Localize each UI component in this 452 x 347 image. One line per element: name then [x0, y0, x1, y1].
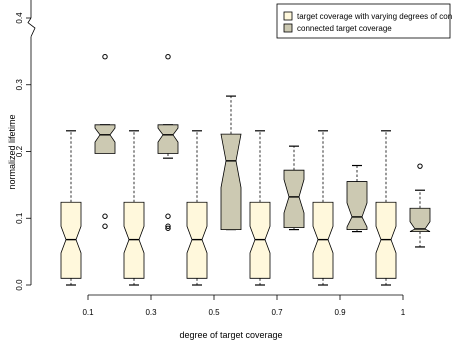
box-body [346, 181, 368, 230]
box-group [123, 130, 145, 286]
x-tick-label: 0.1 [82, 308, 94, 317]
box-group [346, 164, 368, 233]
y-tick-label: 0.4 [15, 12, 24, 24]
box-group [312, 130, 334, 286]
legend-swatch-varying [283, 11, 293, 21]
outlier-point [102, 213, 108, 219]
x-tick-label: 0.7 [271, 308, 283, 317]
x-axis: 0.1 0.3 0.5 0.7 0.9 1 [82, 294, 406, 317]
box-group [249, 130, 271, 286]
box-group [186, 130, 208, 286]
box-group [220, 95, 242, 231]
y-axis-label: normalized lifetime [7, 114, 17, 189]
outlier-point [165, 225, 171, 231]
outlier-point [102, 54, 108, 60]
legend-swatch-connected [283, 23, 293, 33]
plot-area [60, 54, 431, 286]
y-axis: 0.0 0.1 0.2 0.3 0.4 [15, 0, 36, 291]
box-group [157, 54, 179, 231]
x-tick-label: 1 [401, 308, 406, 317]
outlier-point [165, 213, 171, 219]
box-body [409, 207, 431, 232]
box-body [220, 133, 242, 230]
x-tick-label: 0.5 [208, 308, 220, 317]
box-group [283, 145, 305, 231]
x-tick-label: 0.9 [334, 308, 346, 317]
x-axis-label: degree of target coverage [179, 330, 282, 340]
outlier-point [102, 223, 108, 229]
outlier-point [417, 163, 423, 169]
legend-box [276, 3, 451, 39]
outlier-point [165, 54, 171, 60]
y-tick-label: 0.1 [15, 212, 24, 224]
box-body [283, 169, 305, 228]
box-body [94, 124, 116, 154]
box-group [409, 163, 431, 248]
box-group [94, 54, 116, 229]
y-axis-break-mark [27, 17, 36, 37]
box-group [375, 130, 397, 286]
y-tick-label: 0.0 [15, 279, 24, 291]
legend-label-connected: connected target coverage [297, 24, 392, 33]
y-tick-label: 0.3 [15, 79, 24, 91]
y-tick-label: 0.2 [15, 145, 24, 157]
x-tick-label: 0.3 [145, 308, 157, 317]
legend: target coverage with varying degrees of … [276, 3, 452, 39]
box-group [60, 130, 82, 286]
box-body [157, 124, 179, 154]
outlier-point [165, 223, 171, 229]
legend-label-varying: target coverage with varying degrees of … [297, 12, 452, 21]
